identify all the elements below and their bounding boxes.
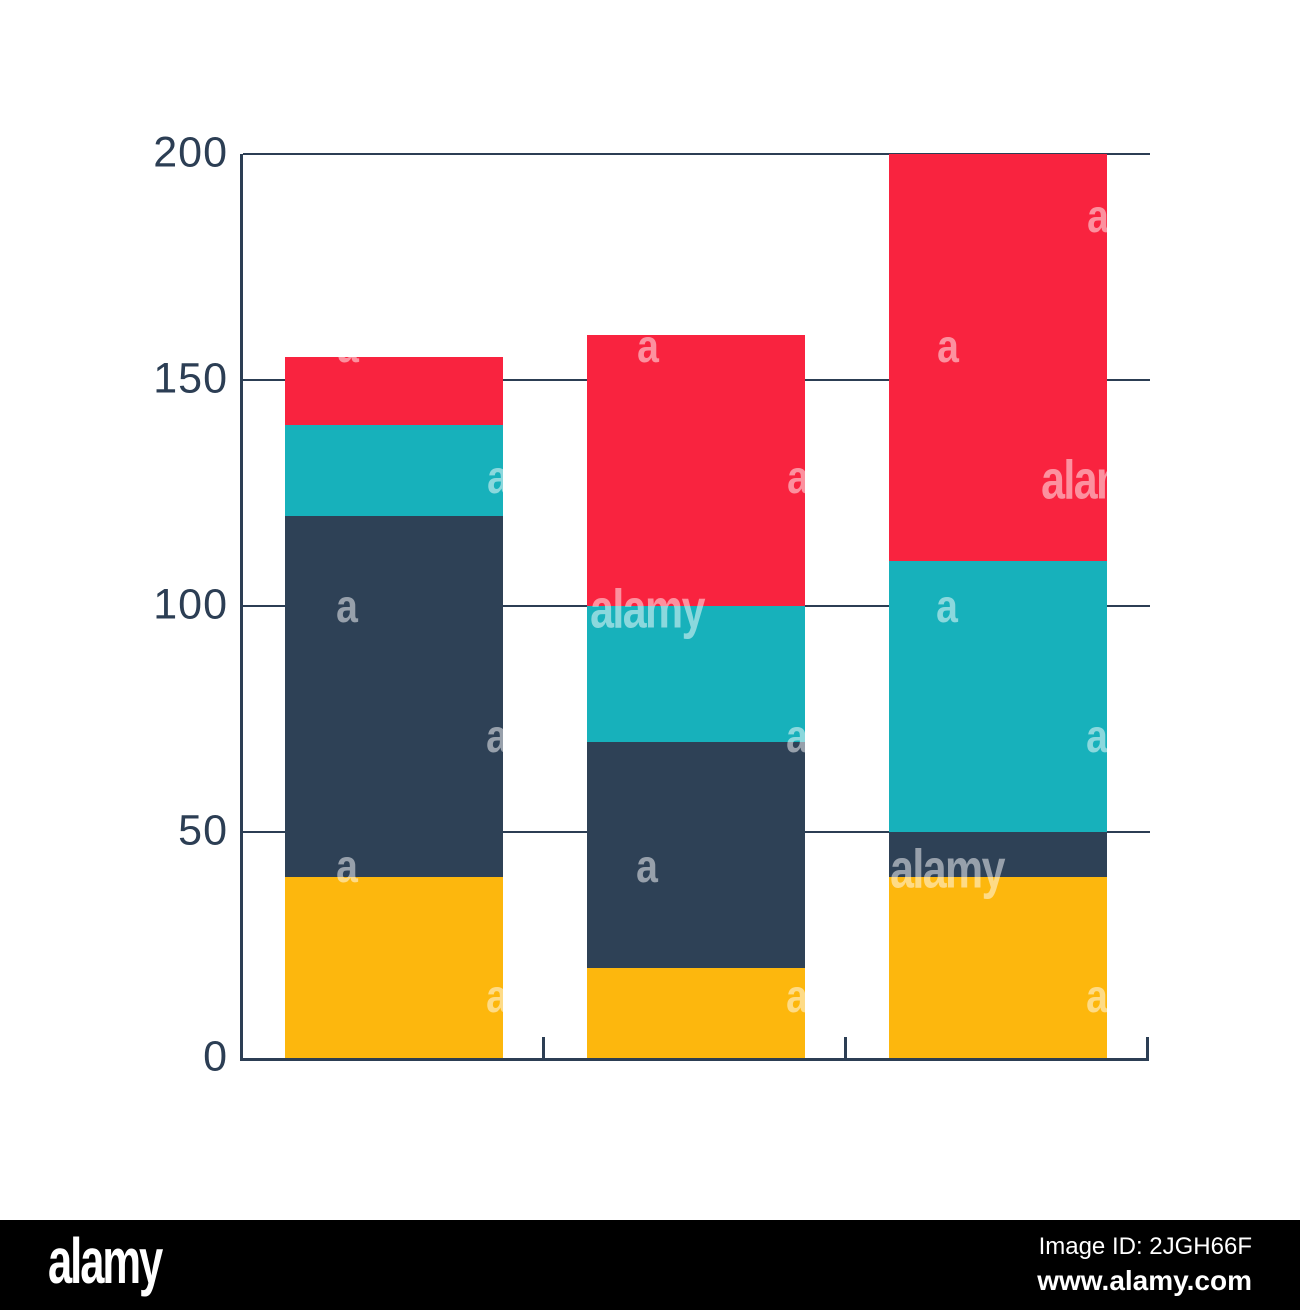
- banner-info: Image ID: 2JGH66F www.alamy.com: [1037, 1233, 1252, 1297]
- bar3-segment-navy-series: [889, 832, 1107, 878]
- bar1-segment-red-series: [285, 357, 503, 426]
- bar1-segment-yellow-series: [285, 877, 503, 1058]
- alamy-url-text: www.alamy.com: [1037, 1265, 1252, 1296]
- y-tick-label-0: 0: [203, 1032, 228, 1081]
- bar1-segment-teal-series: [285, 425, 503, 516]
- bar3-segment-red-series: [889, 154, 1107, 561]
- alamy-banner: alamy Image ID: 2JGH66F www.alamy.com: [0, 1220, 1300, 1310]
- bar3-segment-teal-series: [889, 560, 1107, 832]
- alamy-logo: alamy: [48, 1225, 163, 1297]
- bar2-segment-yellow-series: [587, 967, 805, 1058]
- bar3-segment-yellow-series: [889, 877, 1107, 1058]
- y-tick-label-200: 200: [153, 128, 228, 177]
- y-tick-label-100: 100: [153, 580, 228, 629]
- image-id-text: Image ID: 2JGH66F: [1038, 1233, 1252, 1260]
- y-tick-label-150: 150: [153, 354, 228, 403]
- y-tick-label-50: 50: [178, 806, 228, 855]
- stacked-bar-chart-plot-area: [240, 153, 1150, 1061]
- bar2-segment-red-series: [587, 334, 805, 606]
- bar2-segment-teal-series: [587, 606, 805, 742]
- x-axis-tick-3: [1146, 1037, 1149, 1058]
- x-axis-tick-1: [542, 1037, 545, 1058]
- bar2-segment-navy-series: [587, 741, 805, 968]
- gridline-200: [243, 153, 1150, 156]
- gridline-100: [243, 605, 1150, 607]
- bar1-segment-navy-series: [285, 515, 503, 878]
- x-axis-tick-2: [844, 1037, 847, 1058]
